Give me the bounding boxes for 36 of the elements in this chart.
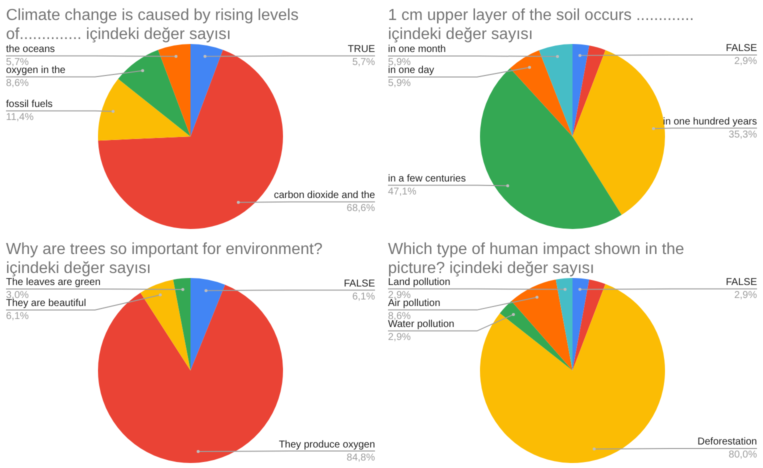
- chart-title: Which type of human impact shown in the picture? içindeki değer sayısı: [388, 240, 686, 278]
- slice-label: FALSE: [344, 278, 376, 290]
- slice-label: in one month: [388, 44, 446, 56]
- data-label: 6,1%: [6, 311, 29, 322]
- data-label: 11,4%: [6, 112, 34, 124]
- slice-label: They produce oxygen: [278, 439, 375, 450]
- slice-label: The leaves are green: [6, 277, 101, 288]
- data-label: 47,1%: [388, 186, 416, 198]
- data-label: 80,0%: [728, 450, 758, 461]
- data-label: 5,7%: [352, 57, 376, 68]
- slice-label: fossil fuels: [6, 99, 53, 110]
- slice-label: FALSE: [726, 43, 758, 54]
- slice-label: Deforestation: [698, 436, 757, 448]
- data-label: 2,9%: [734, 56, 758, 68]
- data-label: 2,9%: [388, 332, 411, 344]
- data-label: 84,8%: [346, 452, 376, 464]
- chart-title: 1 cm upper layer of the soil occurs ............. içindeki değer sayısı: [388, 6, 695, 44]
- slice-label: Air pollution: [388, 298, 440, 310]
- slice-label: TRUE: [348, 44, 376, 56]
- slice-label: in one day: [388, 65, 434, 76]
- data-label: 2,9%: [734, 290, 758, 302]
- slice-label: in one hundred years: [663, 116, 757, 128]
- data-label: 5,9%: [388, 78, 411, 90]
- slice-label: FALSE: [726, 277, 758, 288]
- data-label: 68,6%: [346, 203, 376, 214]
- data-label: 8,6%: [6, 78, 29, 90]
- slice-label: Water pollution: [388, 319, 454, 330]
- chart-title: Climate change is caused by rising levels of.............. içindeki değer sayısı: [6, 6, 300, 44]
- slice-label: carbon dioxide and the: [274, 190, 376, 202]
- data-label: 6,1%: [352, 291, 376, 302]
- slice-label: the oceans: [6, 44, 55, 56]
- data-label: 35,3%: [728, 129, 758, 140]
- slice-label: Land pollution: [388, 277, 450, 288]
- chart-title: Why are trees so important for environment? içindeki değer sayısı: [6, 240, 324, 278]
- slice-label: in a few centuries: [388, 174, 466, 185]
- slice-label: They are beautiful: [6, 298, 86, 310]
